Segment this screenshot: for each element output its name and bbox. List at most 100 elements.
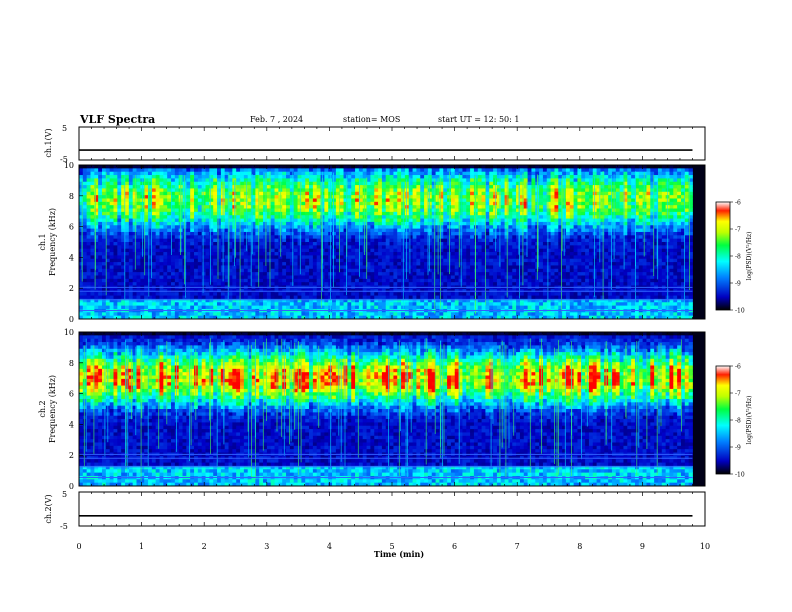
spectrogram-cell	[263, 235, 268, 240]
spectrogram-cell	[209, 218, 214, 223]
spectrogram-cell	[263, 248, 268, 253]
spectrogram-cell	[213, 272, 218, 276]
spectrogram-cell	[155, 225, 160, 230]
spectrogram-cell	[186, 181, 191, 186]
spectrogram-cell	[228, 242, 233, 246]
spectrogram-cell	[282, 211, 287, 216]
spectrogram-cell	[439, 185, 444, 189]
spectrogram-cell	[454, 302, 459, 307]
spectrogram-cell	[404, 298, 410, 303]
spectrogram-cell	[224, 298, 229, 303]
spectrogram-cell	[397, 255, 402, 260]
spectrogram-cell	[266, 211, 272, 216]
spectrogram-cell	[174, 242, 180, 246]
spectrogram-cell	[485, 275, 490, 280]
spectrogram-cell	[205, 191, 210, 196]
spectrogram-cell	[439, 208, 444, 213]
spectrogram-cell	[335, 218, 341, 223]
spectrogram-cell	[489, 242, 494, 246]
spectrogram-cell	[224, 168, 229, 173]
spectrogram-cell	[324, 265, 329, 270]
spectrogram-cell	[132, 235, 137, 240]
spectrogram-cell	[266, 228, 272, 233]
spectrogram-cell	[159, 295, 164, 300]
spectrogram-cell	[473, 268, 479, 273]
spectrogram-cell	[332, 312, 337, 317]
spectrogram-cell	[355, 275, 360, 280]
spectrogram-cell	[335, 245, 341, 250]
spectrogram-cell	[240, 258, 245, 263]
spectrogram-cell	[412, 178, 417, 183]
spectrogram-cell	[117, 218, 122, 223]
spectrogram-cell	[220, 168, 226, 173]
spectrogram-cell	[481, 315, 486, 320]
spectrogram-cell	[404, 221, 410, 226]
spectrogram-cell	[443, 201, 448, 206]
spectrogram-cell	[385, 282, 390, 286]
spectrogram-cell	[132, 221, 137, 226]
spectrogram-cell	[286, 242, 291, 246]
spectrogram-cell	[259, 175, 264, 179]
spectrogram-cell	[144, 221, 149, 226]
spectrogram-cell	[424, 198, 429, 203]
spectrogram-cell	[236, 245, 241, 250]
spectrogram-cell	[316, 242, 321, 246]
spectrogram-cell	[439, 255, 444, 260]
spectrogram-cell	[159, 238, 164, 243]
spectrogram-cell	[412, 245, 417, 250]
spectrogram-cell	[462, 278, 467, 283]
spectrogram-cell	[289, 282, 295, 286]
spectrogram-cell	[355, 201, 360, 206]
spectrogram-cell	[489, 272, 494, 276]
spectrogram-cell	[86, 302, 91, 307]
spectrogram-cell	[144, 295, 149, 300]
spectrogram-cell	[443, 315, 448, 320]
spectrogram-cell	[343, 298, 348, 303]
spectrogram-cell	[462, 195, 467, 199]
spectrogram-cell	[117, 185, 122, 189]
spectrogram-cell	[151, 238, 157, 243]
spectrogram-cell	[477, 191, 482, 196]
spectrogram-cell	[190, 305, 195, 310]
spectrogram-cell	[393, 272, 398, 276]
spectrogram-cell	[332, 302, 337, 307]
spectrogram-cell	[128, 225, 134, 230]
spectrogram-cell	[117, 171, 122, 176]
spectrogram-cell	[213, 181, 218, 186]
spectrogram-cell	[389, 278, 394, 283]
spectrogram-cell	[489, 201, 494, 206]
spectrogram-cell	[485, 315, 490, 320]
spectrogram-cell	[473, 165, 479, 169]
spectrogram-cell	[266, 171, 272, 176]
spectrogram-cell	[243, 282, 249, 286]
spectrogram-cell	[289, 272, 295, 276]
spectrogram-cell	[94, 211, 99, 216]
spectrogram-cell	[263, 262, 268, 266]
spectrogram-cell	[232, 171, 237, 176]
spectrogram-cell	[312, 175, 318, 179]
spectrogram-cell	[485, 168, 490, 173]
spectrogram-cell	[186, 168, 191, 173]
spectrogram-cell	[121, 168, 126, 173]
spectrogram-cell	[247, 201, 252, 206]
spectrogram-cell	[385, 195, 390, 199]
spectrogram-cell	[362, 258, 367, 263]
spectrogram-cell	[316, 248, 321, 253]
spectrogram-cell	[343, 185, 348, 189]
spectrogram-cell	[205, 305, 210, 310]
spectrogram-cell	[132, 262, 137, 266]
spectrogram-cell	[389, 282, 394, 286]
spectrogram-cell	[266, 252, 272, 256]
spectrogram-cell	[412, 188, 417, 193]
spectrogram-cell	[240, 205, 245, 209]
spectrogram-cell	[424, 168, 429, 173]
spectrogram-cell	[470, 302, 475, 307]
spectrogram-cell	[274, 198, 279, 203]
spectrogram-cell	[366, 231, 371, 236]
spectrogram-cell	[263, 165, 268, 169]
spectrogram-cell	[450, 218, 456, 223]
spectrogram-cell	[374, 201, 379, 206]
spectrogram-cell	[374, 215, 379, 219]
spectrogram-cell	[351, 245, 356, 250]
spectrogram-cell	[209, 221, 214, 226]
